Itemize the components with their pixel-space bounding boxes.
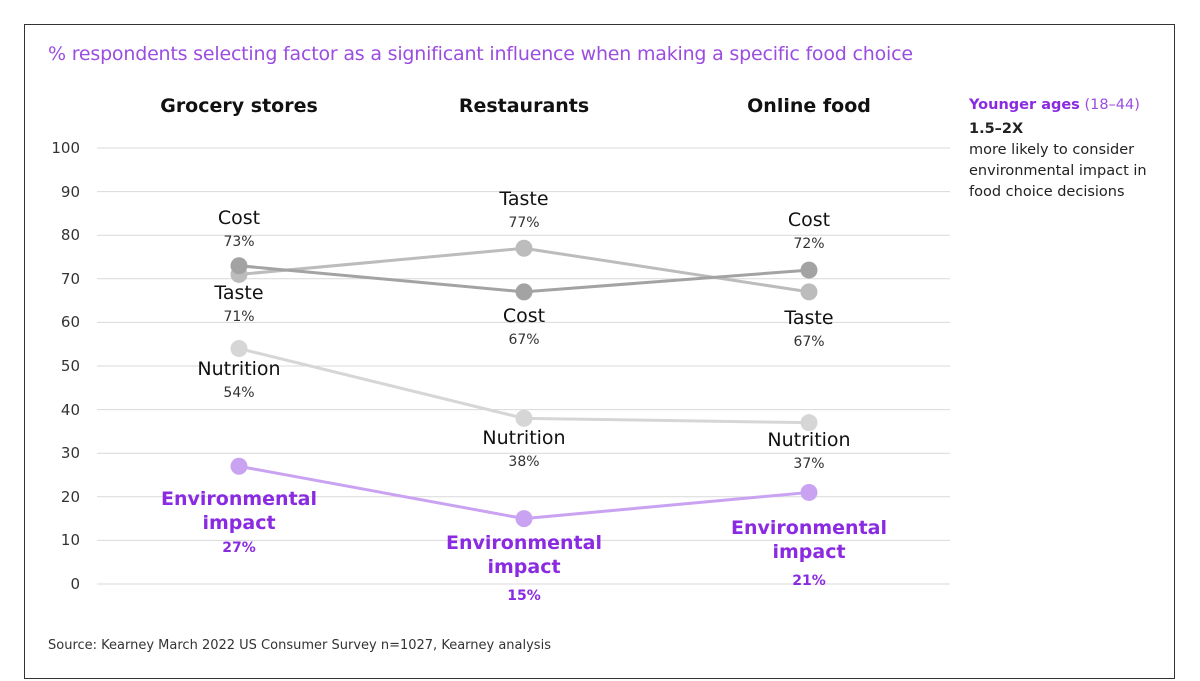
data-point-cost [230, 257, 248, 275]
y-tick-label: 20 [60, 487, 80, 506]
y-tick-label: 70 [60, 269, 80, 288]
data-point-nutrition [800, 414, 818, 432]
label-taste-online: Taste 67% [784, 307, 834, 350]
chart-title: % respondents selecting factor as a sign… [48, 43, 913, 65]
callout-range: (18–44) [1084, 97, 1140, 113]
y-tick-label: 60 [60, 313, 80, 332]
callout: Younger ages (18–44) 1.5–2X more likely … [969, 95, 1169, 203]
data-point-environmental-impact [230, 457, 248, 475]
data-point-cost [800, 261, 818, 279]
data-point-nutrition [515, 409, 533, 427]
category-restaurants: Restaurants [458, 95, 590, 117]
callout-heading: Younger ages [969, 97, 1080, 113]
label-nutrition-online: Nutrition 37% [767, 429, 851, 472]
data-point-taste [800, 283, 818, 301]
label-env-restaurants: Environmental impact 15% [446, 532, 602, 604]
y-tick-label: 50 [60, 357, 80, 375]
label-env-grocery: Environmental impact 27% [161, 488, 317, 556]
label-cost-restaurants: Cost 67% [502, 305, 546, 348]
callout-multiplier: 1.5–2X [969, 121, 1024, 137]
label-taste-grocery: Taste 71% [214, 282, 264, 325]
label-taste-restaurants: Taste 77% [499, 188, 549, 231]
data-point-cost [515, 283, 533, 301]
callout-text: more likely to consider environmental im… [969, 142, 1147, 200]
y-tick-label: 90 [60, 182, 80, 201]
y-tick-label: 0 [70, 575, 80, 593]
y-tick-label: 10 [60, 531, 80, 550]
label-nutrition-restaurants: Nutrition 38% [482, 427, 566, 470]
label-cost-online: Cost 72% [787, 209, 831, 252]
data-point-nutrition [230, 340, 248, 358]
data-point-environmental-impact [800, 483, 818, 501]
y-tick-label: 80 [60, 226, 80, 245]
y-tick-label: 40 [60, 400, 80, 419]
y-tick-label: 30 [60, 444, 80, 463]
y-tick-label: 100 [51, 139, 80, 157]
category-grocery-stores: Grocery stores [160, 95, 318, 117]
chart-frame [24, 24, 1175, 679]
category-online-food: Online food [747, 95, 871, 117]
data-point-taste [515, 239, 533, 257]
label-env-online: Environmental impact 21% [731, 517, 887, 589]
data-point-environmental-impact [515, 510, 533, 528]
label-cost-grocery: Cost 73% [217, 207, 261, 250]
source-note: Source: Kearney March 2022 US Consumer S… [48, 638, 551, 653]
label-nutrition-grocery: Nutrition 54% [197, 358, 281, 401]
